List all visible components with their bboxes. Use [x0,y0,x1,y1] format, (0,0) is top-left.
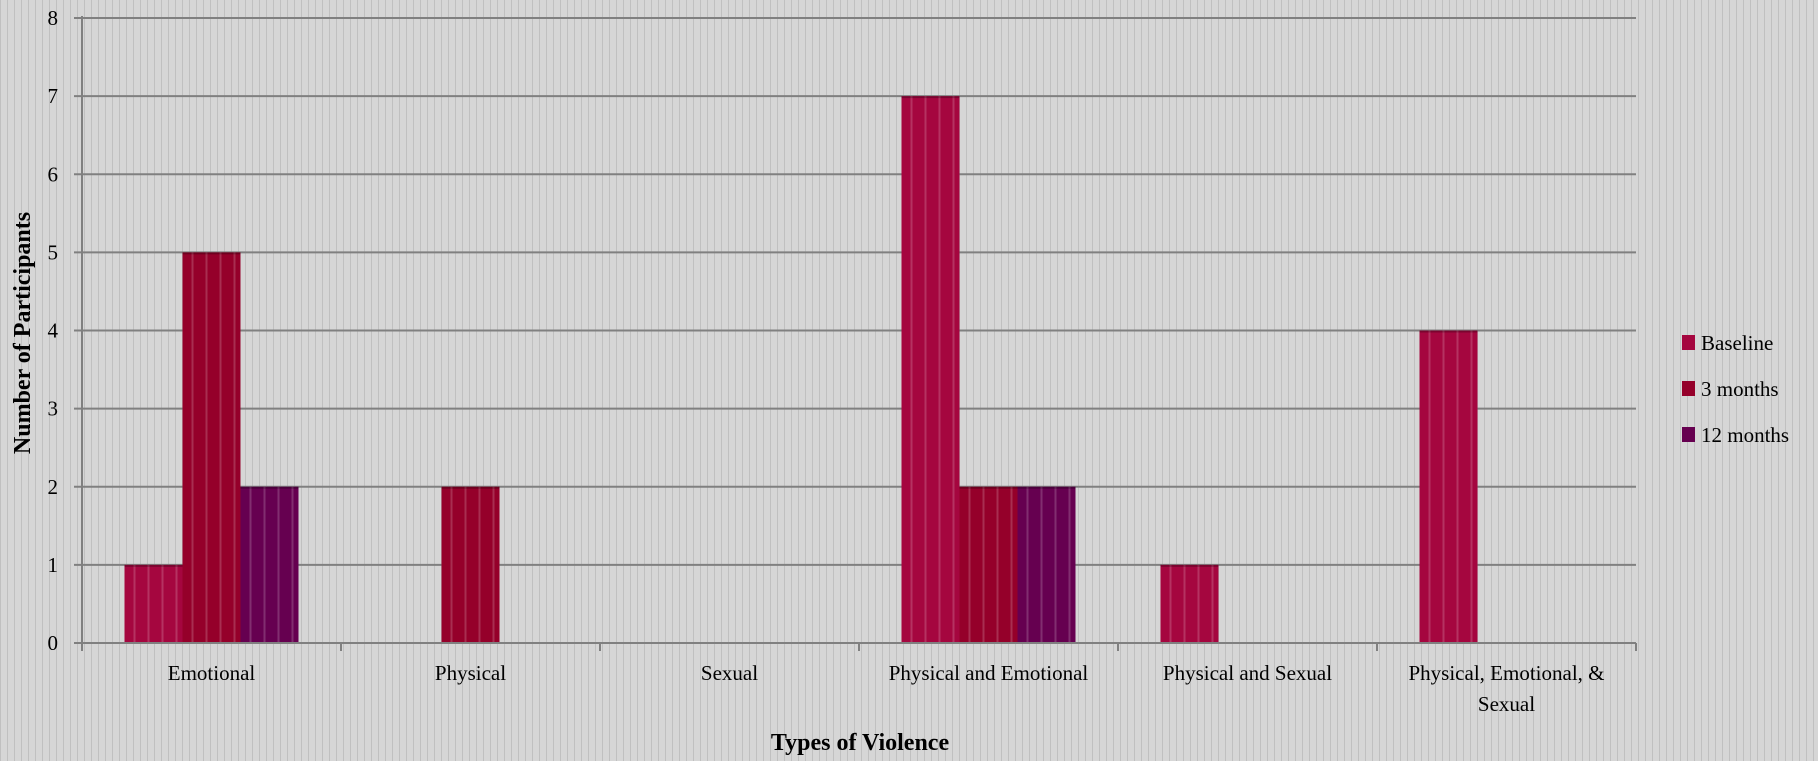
x-tick-label-line: Physical and Emotional [889,661,1089,685]
x-axis-title: Types of Violence [771,730,950,756]
y-tick-label: 4 [48,319,59,343]
x-tick-label: Physical, Emotional, & Sexual [1409,661,1605,716]
bar [441,486,500,643]
y-tick-label: 1 [48,553,59,577]
legend-item: Baseline [1682,331,1773,355]
legend-label: 3 months [1701,377,1779,401]
bar [1419,330,1478,643]
x-tick-label-line: Physical, Emotional, & [1409,661,1605,685]
bar [959,486,1018,643]
x-tick-label: Physical and Emotional [889,661,1089,685]
legend-label: Baseline [1701,331,1773,355]
bar [240,486,299,643]
y-tick-label: 7 [48,84,59,108]
x-tick-label-line: Physical [435,661,506,685]
bars [124,96,1478,643]
y-tick-label: 2 [48,475,59,499]
x-tick-label: Emotional [168,661,256,685]
y-tick-label: 8 [48,6,59,30]
x-tick-label: Physical and Sexual [1163,661,1332,685]
legend: Baseline 3 months 12 months [1682,331,1789,447]
y-tick-label: 5 [48,240,59,264]
bar [1017,486,1076,643]
x-tick-label-line: Physical and Sexual [1163,661,1332,685]
y-tick-label: 3 [48,397,59,421]
y-axis-title: Number of Participants [10,212,36,454]
legend-swatch [1682,335,1695,350]
y-tick-labels: 0 1 2 3 4 5 6 7 8 [48,6,59,655]
legend-item: 12 months [1682,423,1789,447]
legend-swatch [1682,381,1695,396]
y-tick-label: 0 [48,631,59,655]
legend-item: 3 months [1682,377,1779,401]
gridlines [74,17,1636,566]
x-tick-labels: Emotional Physical Sexual Physical and Emot… [168,661,1605,716]
bar [182,252,241,643]
x-tick-label-line: Emotional [168,661,256,685]
y-tick-label: 6 [48,162,59,186]
bar [901,96,960,643]
bar [124,564,183,643]
x-tick-label-line: Sexual [701,661,758,685]
axes [74,16,1637,651]
x-tick-label-line: Sexual [1478,692,1535,716]
legend-label: 12 months [1701,423,1789,447]
x-tick-label: Physical [435,661,506,685]
bar [1160,564,1219,643]
x-tick-label: Sexual [701,661,758,685]
legend-swatch [1682,427,1695,442]
